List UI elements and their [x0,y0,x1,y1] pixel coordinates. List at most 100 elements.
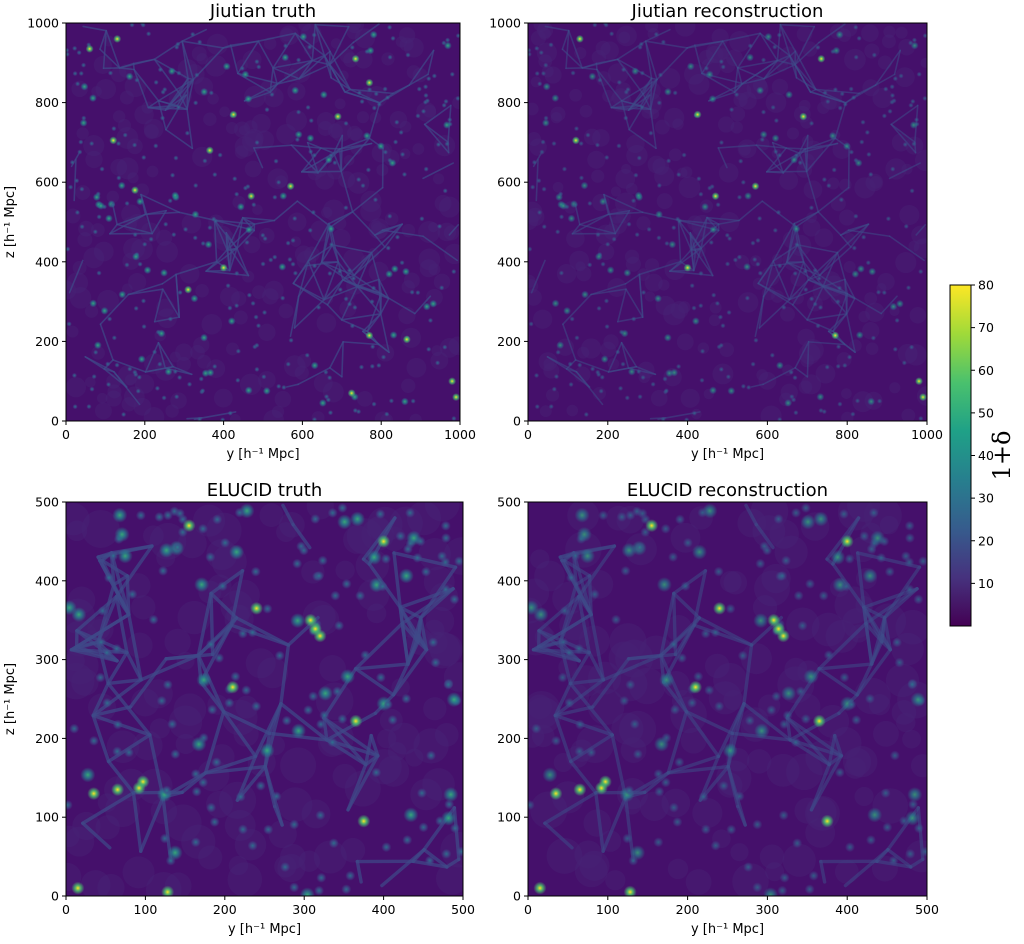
panel-3-knot [418,822,429,833]
panel-1-knot [212,172,218,178]
panel-2-filament [740,77,765,85]
panel-3-knot [66,800,73,811]
panel-2-knot [857,264,865,273]
panel-1-filament [127,282,164,296]
panel-2-texture-blob [897,343,918,364]
panel-2-texture-blob [780,306,795,322]
panel-2-knot [816,275,822,282]
panel-1-texture-blob [85,150,103,169]
panel-4-knot [823,650,834,661]
panel-3-texture-blob [268,819,297,849]
panel-1-knot [398,129,404,136]
panel-3-texture-blob [343,525,372,554]
panel-2-texture-blob [575,261,586,272]
panel-2-knot [740,179,746,185]
panel-3-knot [403,807,419,823]
panel-4-knot [777,570,788,581]
panel-2-filament [575,371,604,406]
panel-1-filament [366,313,382,333]
panel-2-knot [816,393,825,401]
panel-1-filament [297,260,310,298]
panel-1-knot [268,257,274,263]
panel-1-texture-blob [194,77,214,97]
panel-1-knot [100,306,109,315]
panel-4-knot [573,643,584,654]
panel-2-knot [918,269,924,275]
panel-1-knot [167,67,176,76]
panel-3-knot [80,767,96,783]
panel-1-filament [292,282,329,306]
panel-3-knot [299,887,315,896]
panel-2-knot [551,140,557,147]
panel-3-knot [111,643,122,654]
panel-4-knot [846,699,857,710]
panel-2-x-tick-label: 800 [835,427,859,442]
panel-1-knot [143,266,152,275]
panel-2-filament [620,99,630,131]
panel-4-knot [779,872,790,883]
panel-3-filament [417,633,429,652]
panel-1-filament [380,292,416,315]
panel-3-peak-point [111,783,125,797]
panel-2-texture-blob [539,405,552,418]
panel-1-texture-blob [105,390,122,407]
panel-1-texture-blob [242,130,263,152]
panel-1-knot [416,86,422,92]
panel-4-texture-blob [769,519,799,549]
panel-2-filament [786,244,799,263]
panel-2-knot [835,299,841,305]
panel-1-filament [147,106,167,111]
panel-3-texture-blob [377,728,397,749]
panel-4-knot [566,572,577,583]
panel-2-filament [805,134,809,173]
panel-2-x-tick-label: 400 [676,427,700,442]
panel-4-x-tick-label: 400 [835,902,859,917]
panel-1-filament [118,67,135,71]
panel-2-knot [611,236,617,242]
panel-2-knot [815,44,821,51]
panel-1-texture-blob [406,357,427,378]
panel-1-knot [285,361,291,367]
panel-2-knot [792,270,798,277]
panel-2-texture-blob [680,166,693,179]
panel-2-knot [639,70,645,76]
panel-1-texture-blob [112,110,126,123]
panel-2-filament [706,216,740,222]
panel-3-knot [292,558,303,569]
panel-2-filament [844,278,848,315]
panel-2-texture-blob [895,26,908,39]
panel-3-filament [221,709,272,736]
panel-1-filament [99,293,130,325]
panel-1-texture-blob [346,25,361,40]
panel-4-x-tick-label: 300 [755,902,779,917]
panel-2-texture-blob [668,148,682,162]
panel-3-texture-blob [122,856,155,889]
panel-1-texture-blob [229,414,241,421]
panel-1-filament [164,78,195,111]
panel-3-knot [220,537,231,548]
panel-1-filament [331,244,340,263]
panel-1-knot [236,202,245,211]
panel-1-filament [305,261,340,267]
panel-1-knot [227,305,233,311]
panel-4-x-tick-label: 0 [524,902,532,917]
panel-1-filament [157,341,174,368]
panel-2-knot [536,178,542,184]
panel-1-knot [124,262,130,268]
panel-2-filament [669,270,714,277]
panel-2-texture-blob [579,104,593,118]
panel-2-knot [556,341,565,350]
panel-3-knot [197,523,208,534]
panel-1-knot [377,142,385,151]
panel-1-knot [245,225,253,234]
panel-2-texture-blob [618,31,631,44]
panel-1-filament [340,170,354,213]
panel-4-y-tick-label: 400 [497,573,521,588]
panel-1-knot [422,84,429,90]
panel-2-knot [573,126,580,132]
panel-4-knot [675,514,686,525]
panel-1-frame [65,22,461,422]
panel-1-filament [228,247,238,272]
panel-2-filament [836,223,870,254]
panel-3-knot [124,747,135,758]
